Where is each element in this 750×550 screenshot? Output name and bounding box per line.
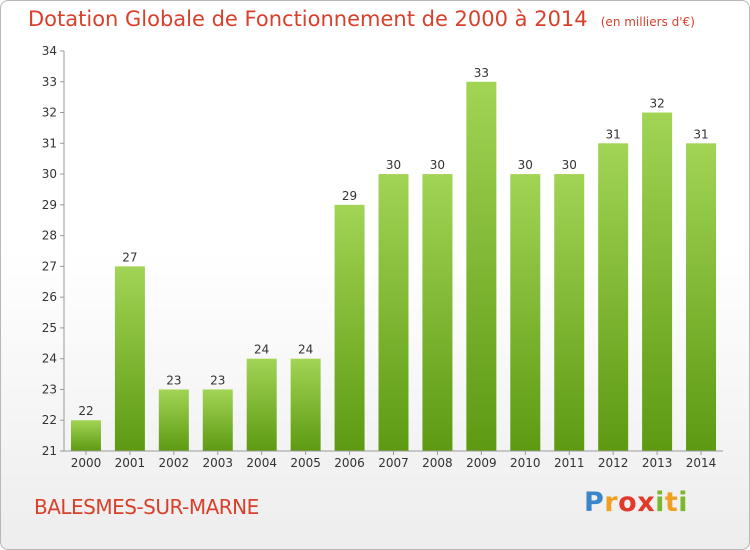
y-axis: 21 22 23 24 25 26 27 28 29 30 31 32 33 34: [42, 44, 65, 458]
bar: [642, 112, 673, 452]
bar-value-label: 33: [474, 66, 489, 80]
bar: [466, 81, 497, 452]
x-tick-label: 2002: [159, 456, 190, 470]
y-tick-label: 21: [42, 444, 57, 458]
x-tick-label: 2012: [598, 456, 629, 470]
y-tick-label: 29: [42, 198, 57, 212]
y-tick-label: 28: [42, 229, 57, 243]
x-tick-label: 2000: [71, 456, 102, 470]
bar: [290, 358, 321, 451]
bar-value-label: 22: [78, 404, 93, 418]
x-tick-label: 2010: [510, 456, 541, 470]
bars: 22 27 23 23 24 24 29 30 30 33 30 30 31 32 31: [70, 66, 717, 452]
bar-value-label: 32: [649, 97, 664, 111]
bar: [202, 389, 233, 451]
y-tick-label: 23: [42, 382, 57, 396]
bar-value-label: 29: [342, 189, 357, 203]
y-tick-label: 30: [42, 167, 57, 181]
bar-value-label: 30: [518, 158, 533, 172]
x-tick-label: 2007: [378, 456, 409, 470]
x-tick-label: 2005: [290, 456, 321, 470]
y-tick-label: 32: [42, 106, 57, 120]
x-axis: 2000 2001 2002 2003 2004 2005 2006 2007 2008 2009…: [64, 450, 723, 470]
y-tick-label: 22: [42, 413, 57, 427]
y-tick-label: 24: [42, 352, 57, 366]
bar: [422, 174, 453, 452]
y-tick-label: 33: [42, 75, 57, 89]
y-tick-label: 26: [42, 290, 57, 304]
bar-value-label: 31: [693, 127, 708, 141]
bar: [378, 174, 409, 452]
x-tick-label: 2009: [466, 456, 497, 470]
bar: [114, 266, 145, 451]
bar-value-label: 30: [430, 158, 445, 172]
x-tick-label: 2004: [246, 456, 277, 470]
bar-value-label: 23: [210, 373, 225, 387]
bar: [510, 174, 541, 452]
chart-unit: (en milliers d'€): [600, 15, 695, 29]
y-tick-label: 27: [42, 259, 57, 273]
bar: [686, 143, 717, 452]
bar: [554, 174, 585, 452]
bar: [598, 143, 629, 452]
bar-value-label: 24: [254, 343, 269, 357]
proxiti-logo: Proxiti: [584, 487, 689, 518]
bar: [246, 358, 277, 451]
x-tick-label: 2003: [202, 456, 233, 470]
bar: [334, 204, 365, 451]
bar-value-label: 30: [386, 158, 401, 172]
bar-value-label: 23: [166, 373, 181, 387]
x-tick-label: 2008: [422, 456, 453, 470]
bar-value-label: 24: [298, 343, 313, 357]
chart-title: Dotation Globale de Fonctionnement de 20…: [28, 7, 588, 31]
x-tick-label: 2001: [115, 456, 146, 470]
bar: [70, 420, 101, 451]
commune-name: BALESMES-SUR-MARNE: [34, 495, 259, 519]
bar-value-label: 31: [606, 127, 621, 141]
y-tick-label: 34: [42, 44, 57, 58]
bar-value-label: 30: [562, 158, 577, 172]
y-tick-label: 25: [42, 321, 57, 335]
x-tick-label: 2006: [334, 456, 365, 470]
x-tick-label: 2011: [554, 456, 585, 470]
chart-title-block: Dotation Globale de Fonctionnement de 20…: [28, 7, 695, 31]
x-tick-label: 2013: [642, 456, 673, 470]
x-tick-label: 2014: [686, 456, 717, 470]
y-tick-label: 31: [42, 136, 57, 150]
bar-value-label: 27: [122, 250, 137, 264]
bar: [158, 389, 189, 451]
